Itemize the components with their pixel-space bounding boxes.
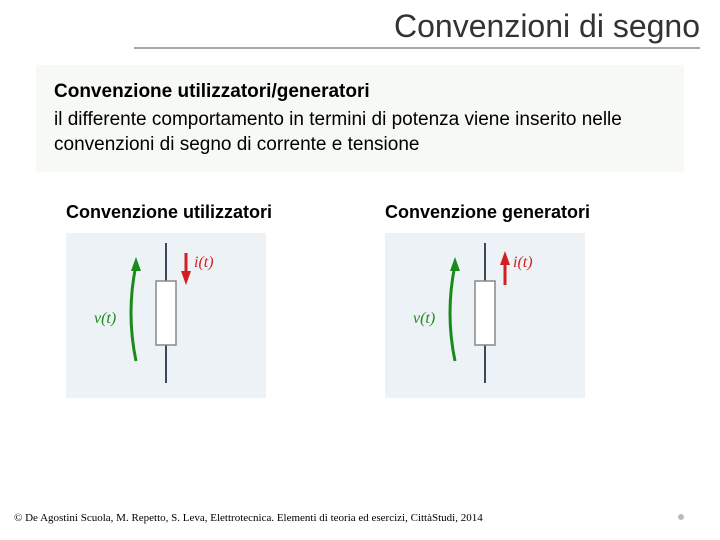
current-label: i(t) bbox=[194, 254, 214, 271]
page-title: Convenzioni di segno bbox=[134, 8, 700, 49]
current-arrowhead bbox=[181, 271, 191, 285]
diagrams-row: Convenzione utilizzatori v(t) i(t) Conve… bbox=[66, 202, 664, 398]
voltage-arrow bbox=[450, 265, 455, 361]
intro-body: il differente comportamento in termini d… bbox=[54, 107, 666, 158]
diagram-generatori: Convenzione generatori v(t) i(t) bbox=[385, 202, 664, 398]
intro-heading: Convenzione utilizzatori/generatori bbox=[54, 79, 666, 105]
intro-box: Convenzione utilizzatori/generatori il d… bbox=[36, 65, 684, 172]
diagram-title-right: Convenzione generatori bbox=[385, 202, 664, 223]
diagram-title-left: Convenzione utilizzatori bbox=[66, 202, 345, 223]
voltage-label: v(t) bbox=[94, 310, 116, 327]
corner-dot-icon bbox=[678, 514, 684, 520]
voltage-arrowhead bbox=[450, 257, 460, 271]
current-label: i(t) bbox=[513, 254, 533, 271]
voltage-arrow bbox=[131, 265, 136, 361]
voltage-label: v(t) bbox=[413, 310, 435, 327]
element-box bbox=[475, 281, 495, 345]
diagram-utilizzatori: Convenzione utilizzatori v(t) i(t) bbox=[66, 202, 345, 398]
copyright: © De Agostini Scuola, M. Repetto, S. Lev… bbox=[14, 512, 483, 524]
title-bar: Convenzioni di segno bbox=[0, 0, 720, 55]
voltage-arrowhead bbox=[131, 257, 141, 271]
current-arrowhead bbox=[500, 251, 510, 265]
element-box bbox=[156, 281, 176, 345]
diagram-svg-left: v(t) i(t) bbox=[66, 233, 266, 398]
diagram-svg-right: v(t) i(t) bbox=[385, 233, 585, 398]
